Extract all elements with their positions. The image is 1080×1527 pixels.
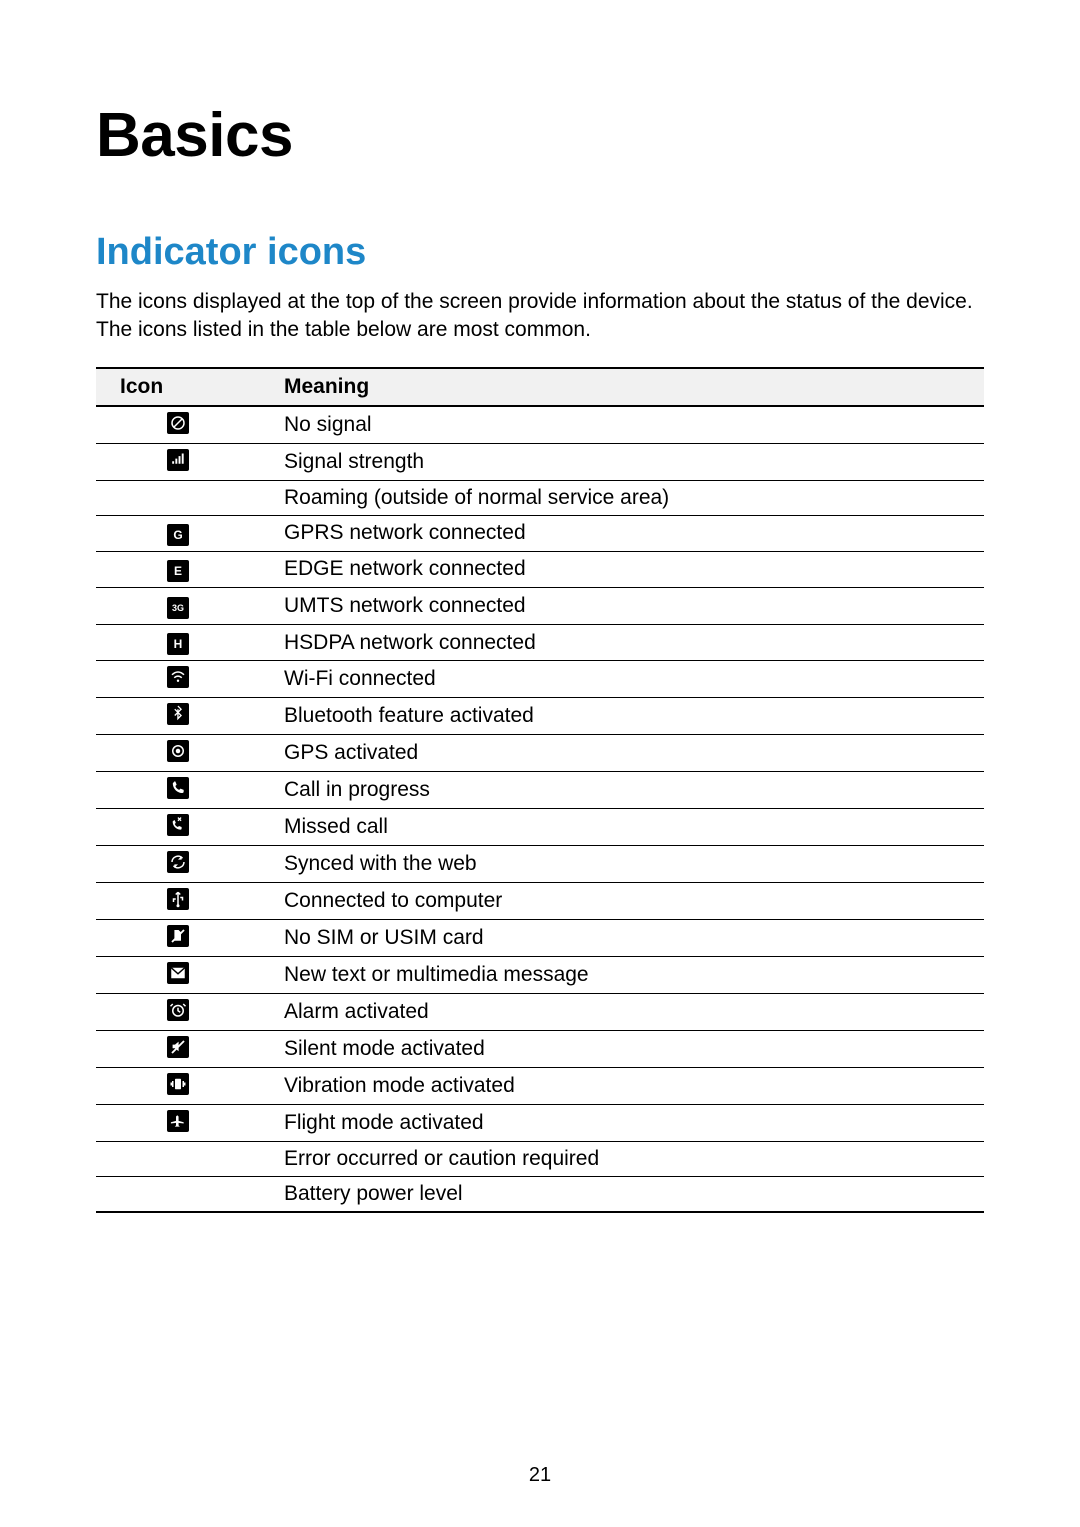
table-row: Alarm activated	[96, 994, 984, 1031]
icon-cell	[96, 957, 260, 994]
wifi-icon	[167, 666, 189, 688]
table-row: Call in progress	[96, 772, 984, 809]
meaning-cell: Call in progress	[260, 772, 984, 809]
icon-cell	[96, 1031, 260, 1068]
icon-cell: G	[96, 515, 260, 551]
silent-icon	[167, 1036, 189, 1058]
meaning-cell: No SIM or USIM card	[260, 920, 984, 957]
table-row: No SIM or USIM card	[96, 920, 984, 957]
message-icon	[167, 962, 189, 984]
table-row: Signal strength	[96, 443, 984, 480]
alarm-icon	[167, 999, 189, 1021]
edge-icon: E	[167, 560, 189, 582]
table-row: Synced with the web	[96, 846, 984, 883]
section-title: Indicator icons	[96, 231, 984, 274]
meaning-cell: New text or multimedia message	[260, 957, 984, 994]
icon-cell	[96, 735, 260, 772]
meaning-cell: Error occurred or caution required	[260, 1142, 984, 1177]
meaning-cell: Wi-Fi connected	[260, 661, 984, 698]
meaning-cell: Battery power level	[260, 1177, 984, 1213]
umts-icon: 3G	[167, 597, 189, 619]
table-row: Bluetooth feature activated	[96, 698, 984, 735]
usb-icon	[167, 888, 189, 910]
icon-cell	[96, 698, 260, 735]
table-row: Wi-Fi connected	[96, 661, 984, 698]
table-row: H HSDPA network connected	[96, 625, 984, 661]
table-row: E EDGE network connected	[96, 551, 984, 587]
bluetooth-icon	[167, 703, 189, 725]
meaning-cell: Vibration mode activated	[260, 1068, 984, 1105]
table-row: Roaming (outside of normal service area)	[96, 480, 984, 515]
meaning-cell: UMTS network connected	[260, 587, 984, 625]
meaning-cell: GPRS network connected	[260, 515, 984, 551]
icon-cell	[96, 406, 260, 444]
table-row: Flight mode activated	[96, 1105, 984, 1142]
no-signal-icon	[167, 412, 189, 434]
hsdpa-icon: H	[167, 633, 189, 655]
table-row: GPS activated	[96, 735, 984, 772]
table-header-row: Icon Meaning	[96, 368, 984, 406]
column-header-icon: Icon	[96, 368, 260, 406]
icon-cell: E	[96, 551, 260, 587]
meaning-cell: Synced with the web	[260, 846, 984, 883]
meaning-cell: Bluetooth feature activated	[260, 698, 984, 735]
table-row: Battery power level	[96, 1177, 984, 1213]
meaning-cell: Flight mode activated	[260, 1105, 984, 1142]
meaning-cell: GPS activated	[260, 735, 984, 772]
icon-cell	[96, 772, 260, 809]
icon-cell	[96, 1068, 260, 1105]
meaning-cell: Missed call	[260, 809, 984, 846]
icon-cell	[96, 661, 260, 698]
table-row: Vibration mode activated	[96, 1068, 984, 1105]
gps-icon	[167, 740, 189, 762]
icon-cell	[96, 883, 260, 920]
table-row: Missed call	[96, 809, 984, 846]
icon-cell	[96, 480, 260, 515]
icon-cell	[96, 920, 260, 957]
table-row: Silent mode activated	[96, 1031, 984, 1068]
vibrate-icon	[167, 1073, 189, 1095]
page-container: Basics Indicator icons The icons display…	[0, 0, 1080, 1527]
flight-icon	[167, 1110, 189, 1132]
section-intro: The icons displayed at the top of the sc…	[96, 288, 984, 345]
gprs-icon: G	[167, 524, 189, 546]
icon-cell	[96, 994, 260, 1031]
meaning-cell: Signal strength	[260, 443, 984, 480]
icon-cell	[96, 1177, 260, 1213]
table-row: G GPRS network connected	[96, 515, 984, 551]
page-title: Basics	[96, 100, 984, 171]
meaning-cell: No signal	[260, 406, 984, 444]
icon-cell: H	[96, 625, 260, 661]
table-row: New text or multimedia message	[96, 957, 984, 994]
table-row: 3G UMTS network connected	[96, 587, 984, 625]
signal-icon	[167, 449, 189, 471]
icon-cell	[96, 846, 260, 883]
table-row: No signal	[96, 406, 984, 444]
meaning-cell: Alarm activated	[260, 994, 984, 1031]
column-header-meaning: Meaning	[260, 368, 984, 406]
missed-call-icon	[167, 814, 189, 836]
no-sim-icon	[167, 925, 189, 947]
table-row: Connected to computer	[96, 883, 984, 920]
meaning-cell: HSDPA network connected	[260, 625, 984, 661]
indicator-icons-table: Icon Meaning No signalSignal strengthRoa…	[96, 367, 984, 1214]
meaning-cell: EDGE network connected	[260, 551, 984, 587]
icon-cell	[96, 443, 260, 480]
meaning-cell: Silent mode activated	[260, 1031, 984, 1068]
sync-icon	[167, 851, 189, 873]
meaning-cell: Roaming (outside of normal service area)	[260, 480, 984, 515]
icon-cell	[96, 809, 260, 846]
call-icon	[167, 777, 189, 799]
table-row: Error occurred or caution required	[96, 1142, 984, 1177]
icon-cell: 3G	[96, 587, 260, 625]
icon-cell	[96, 1105, 260, 1142]
page-number: 21	[0, 1464, 1080, 1487]
icon-cell	[96, 1142, 260, 1177]
meaning-cell: Connected to computer	[260, 883, 984, 920]
